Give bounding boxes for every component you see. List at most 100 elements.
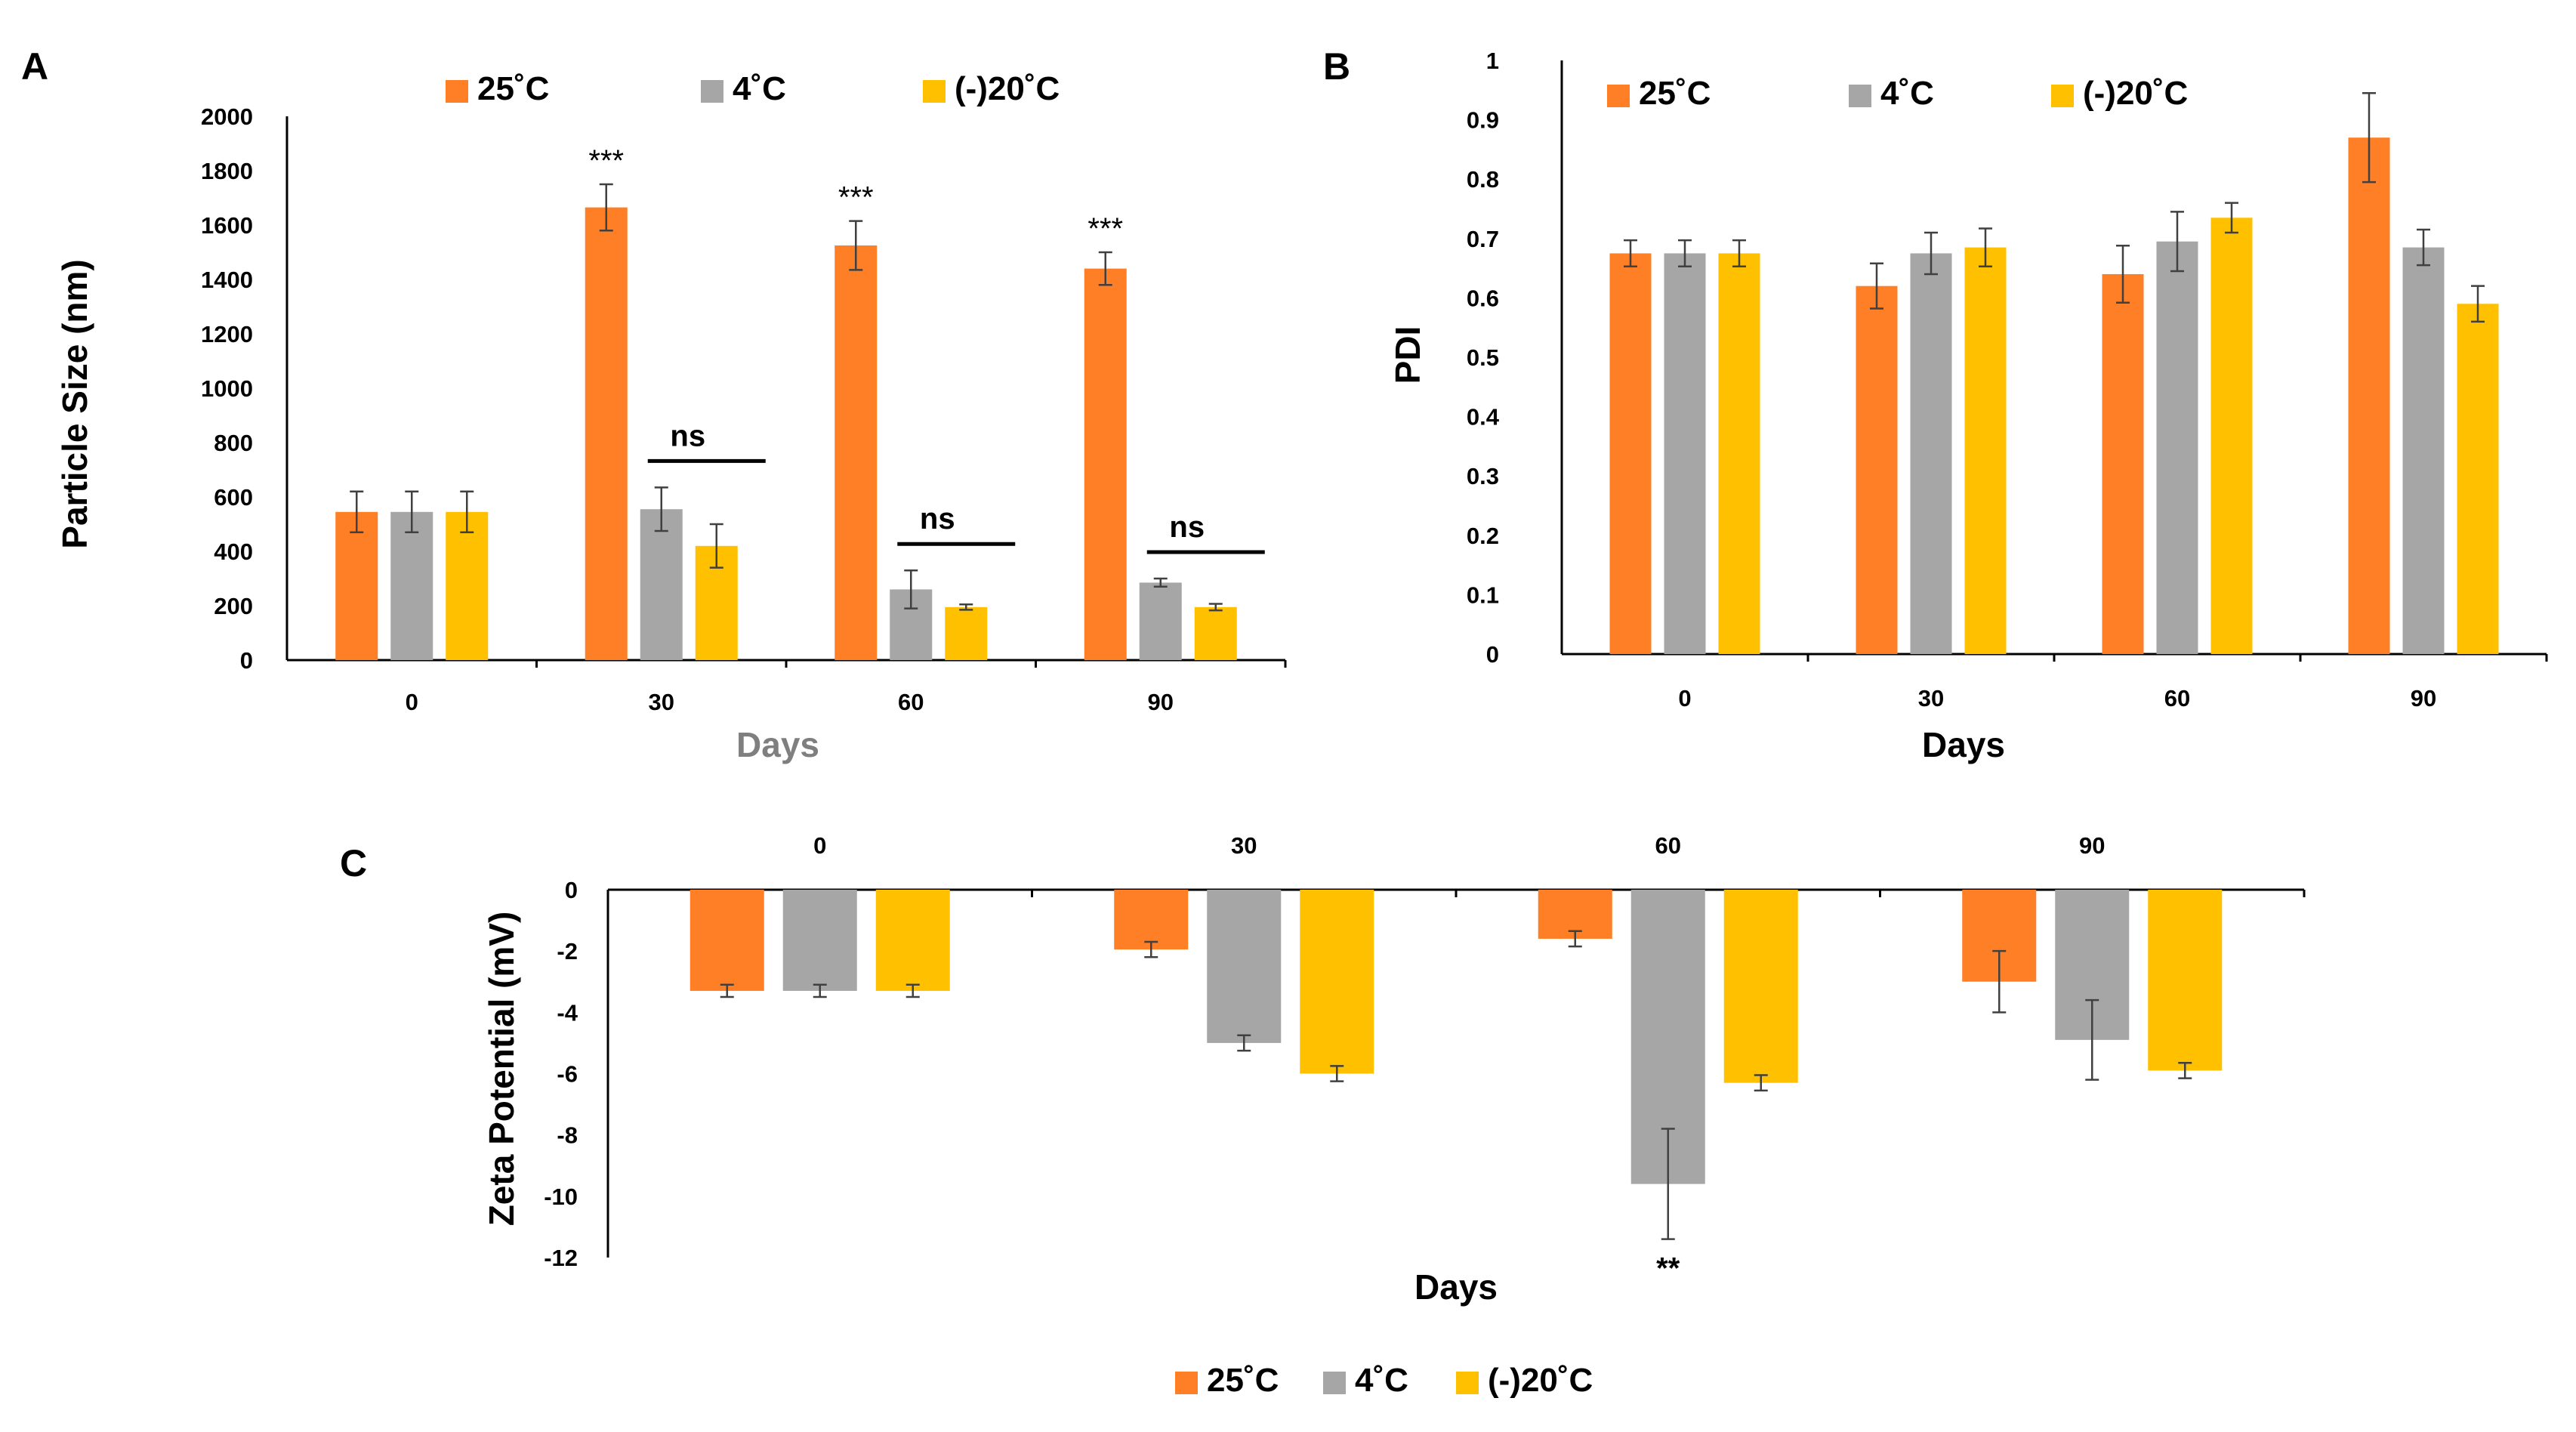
legend-swatch-25c: [446, 80, 468, 103]
panel-a-bar-25c-day-90: [1084, 268, 1127, 661]
legend-swatch-neg20c: [1456, 1372, 1479, 1394]
panel-a-significance-label: ***: [838, 181, 874, 214]
panel-a-error-bar: [904, 569, 918, 610]
panel-b-y-tick-label: 0: [1486, 641, 1499, 668]
panel-a-legend: 25˚C 4˚C (-)20˚C: [446, 70, 1060, 107]
panel-c-error-bar: [1330, 1065, 1344, 1082]
panel-a-error-bar: [599, 183, 613, 232]
panel-a-y-tick-label: 1000: [201, 375, 253, 402]
panel-a-bar-4c-day-30: [640, 509, 683, 660]
panel-a-y-axis-title: Particle Size (nm): [55, 259, 94, 548]
panel-c-error-bar: [1754, 1074, 1768, 1092]
panel-b-bar-25c-day-60: [2102, 273, 2144, 654]
panel-b-error-bar: [2225, 202, 2238, 234]
panel-a-y-tick-label: 400: [214, 539, 253, 565]
panel-c-y-axis-title: Zeta Potential (mV): [482, 912, 521, 1227]
panel-b-y-tick-label: 0.8: [1467, 166, 1499, 193]
legend-swatch-neg20c: [923, 80, 946, 103]
panel-b-x-axis-title: Days: [1922, 725, 2005, 764]
panel-b-error-bar: [2116, 244, 2130, 304]
panel-a-y-tick-label: 600: [214, 484, 253, 511]
panel-b-x-tick-label: 90: [2411, 685, 2436, 711]
panel-c-x-tick-label: 30: [1231, 832, 1257, 859]
panel-c-y-tick-label: -12: [544, 1245, 578, 1271]
panel-c-error-bar: [1661, 1128, 1675, 1240]
panel-c-error-bar: [813, 983, 827, 998]
panel-b-x-tick-label: 60: [2164, 685, 2190, 711]
panel-b-x-tick-label: 0: [1678, 685, 1691, 711]
panel-c-bar-4c-day-30: [1207, 890, 1282, 1043]
panel-b-error-bar: [2417, 228, 2430, 267]
legend-label-neg20c: (-)20˚C: [955, 70, 1060, 107]
panel-b-error-bar: [2170, 211, 2184, 273]
panel-a-x-axis-title: Days: [736, 725, 819, 764]
panel-b-bar-neg20c-day-90: [2457, 304, 2499, 654]
legend-swatch-25c: [1175, 1372, 1198, 1394]
legend-label-25c: 25˚C: [1639, 75, 1711, 112]
panel-b-error-bar: [2362, 91, 2376, 184]
legend-swatch-4c: [1849, 85, 1871, 107]
panel-a-bar-neg20c-day-0: [446, 511, 489, 660]
panel-a-y-tick-label: 1600: [201, 212, 253, 239]
legend-label-neg20c: (-)20˚C: [2083, 75, 2188, 112]
panel-a-y-tick-label: 2000: [201, 103, 253, 130]
panel-a-x-tick-label: 60: [898, 689, 924, 715]
legend-label-25c: 25˚C: [1207, 1362, 1279, 1399]
panel-a-y-tick-label: 200: [214, 593, 253, 619]
panel-b-y-tick-label: 0.3: [1467, 463, 1499, 489]
panel-c-label: C: [340, 842, 367, 884]
panel-a-error-bar: [959, 603, 973, 611]
panel-b-bar-4c-day-60: [2156, 241, 2198, 655]
panel-a-error-bar: [709, 523, 723, 569]
panel-b-bar-neg20c-day-60: [2210, 218, 2253, 654]
panel-b-x-tick-label: 30: [1918, 685, 1944, 711]
panel-c-y-tick-label: -8: [557, 1122, 578, 1149]
legend-swatch-25c: [1607, 85, 1630, 107]
panel-b-label: B: [1323, 45, 1350, 88]
panel-a-error-bar: [654, 486, 668, 532]
panel-b-legend: 25˚C 4˚C (-)20˚C: [1607, 75, 2188, 112]
panel-b-y-axis-title: PDI: [1388, 326, 1427, 384]
panel-c-bar-4c-day-0: [782, 890, 857, 991]
panel-b-error-bar: [1870, 262, 1883, 310]
panel-a-x-tick-label: 0: [406, 689, 418, 715]
panel-c-error-bar: [1992, 949, 2007, 1014]
panel-a-ns-label: ns: [920, 502, 955, 535]
panel-c-x-tick-label: 90: [2079, 832, 2105, 859]
panel-a-bar-4c-day-90: [1139, 582, 1182, 660]
panel-a-error-bar: [1098, 251, 1112, 286]
panel-a-y-tick-label: 800: [214, 430, 253, 456]
panel-b: B 0 0.1 0.2 0.3 0.4 0.5 0.6 0.7 0.8 0.9 1 0 30 60 90 P…: [1323, 45, 2548, 764]
panel-c-bar-25c-day-0: [690, 890, 764, 991]
panel-a-x-tick-label: 90: [1148, 689, 1174, 715]
panel-b-error-bar: [1924, 231, 1938, 276]
panel-b-bar-4c-day-30: [1910, 253, 1952, 654]
panel-c-error-bar: [905, 983, 920, 998]
panel-a-bar-25c-day-60: [835, 245, 878, 660]
panel-c-x-tick-label: 60: [1655, 832, 1681, 859]
panel-a-label: A: [21, 45, 48, 88]
panel-c-y-tick-label: -4: [557, 999, 578, 1026]
panel-a-ns-label: ns: [670, 419, 705, 452]
legend-label-4c: 4˚C: [733, 70, 786, 107]
panel-a-error-bar: [350, 490, 364, 534]
panel-c-error-bar: [2178, 1062, 2192, 1079]
panel-c-y-tick-label: -10: [544, 1184, 578, 1210]
panel-c-y-tick-label: 0: [565, 877, 578, 903]
legend-label-4c: 4˚C: [1355, 1362, 1408, 1399]
legend-label-neg20c: (-)20˚C: [1488, 1362, 1593, 1399]
panel-b-error-bar: [1979, 227, 1992, 267]
panel-b-bar-25c-day-30: [1856, 285, 1898, 654]
panel-b-y-tick-label: 0.4: [1467, 404, 1500, 431]
panel-a-error-bar: [1153, 577, 1168, 588]
panel-b-error-bar: [1624, 239, 1637, 267]
panel-c-error-bar: [1237, 1034, 1251, 1052]
panel-b-bar-25c-day-0: [1609, 253, 1652, 654]
panel-c-significance-label: **: [1656, 1252, 1680, 1285]
legend-swatch-4c: [1323, 1372, 1346, 1394]
panel-a-significance-label: ***: [1087, 212, 1123, 245]
panel-a-error-bar: [405, 490, 419, 534]
panel-b-bar-25c-day-90: [2348, 137, 2390, 654]
panel-a-y-tick-label: 0: [240, 647, 253, 674]
panel-c-error-bar: [1144, 940, 1158, 958]
